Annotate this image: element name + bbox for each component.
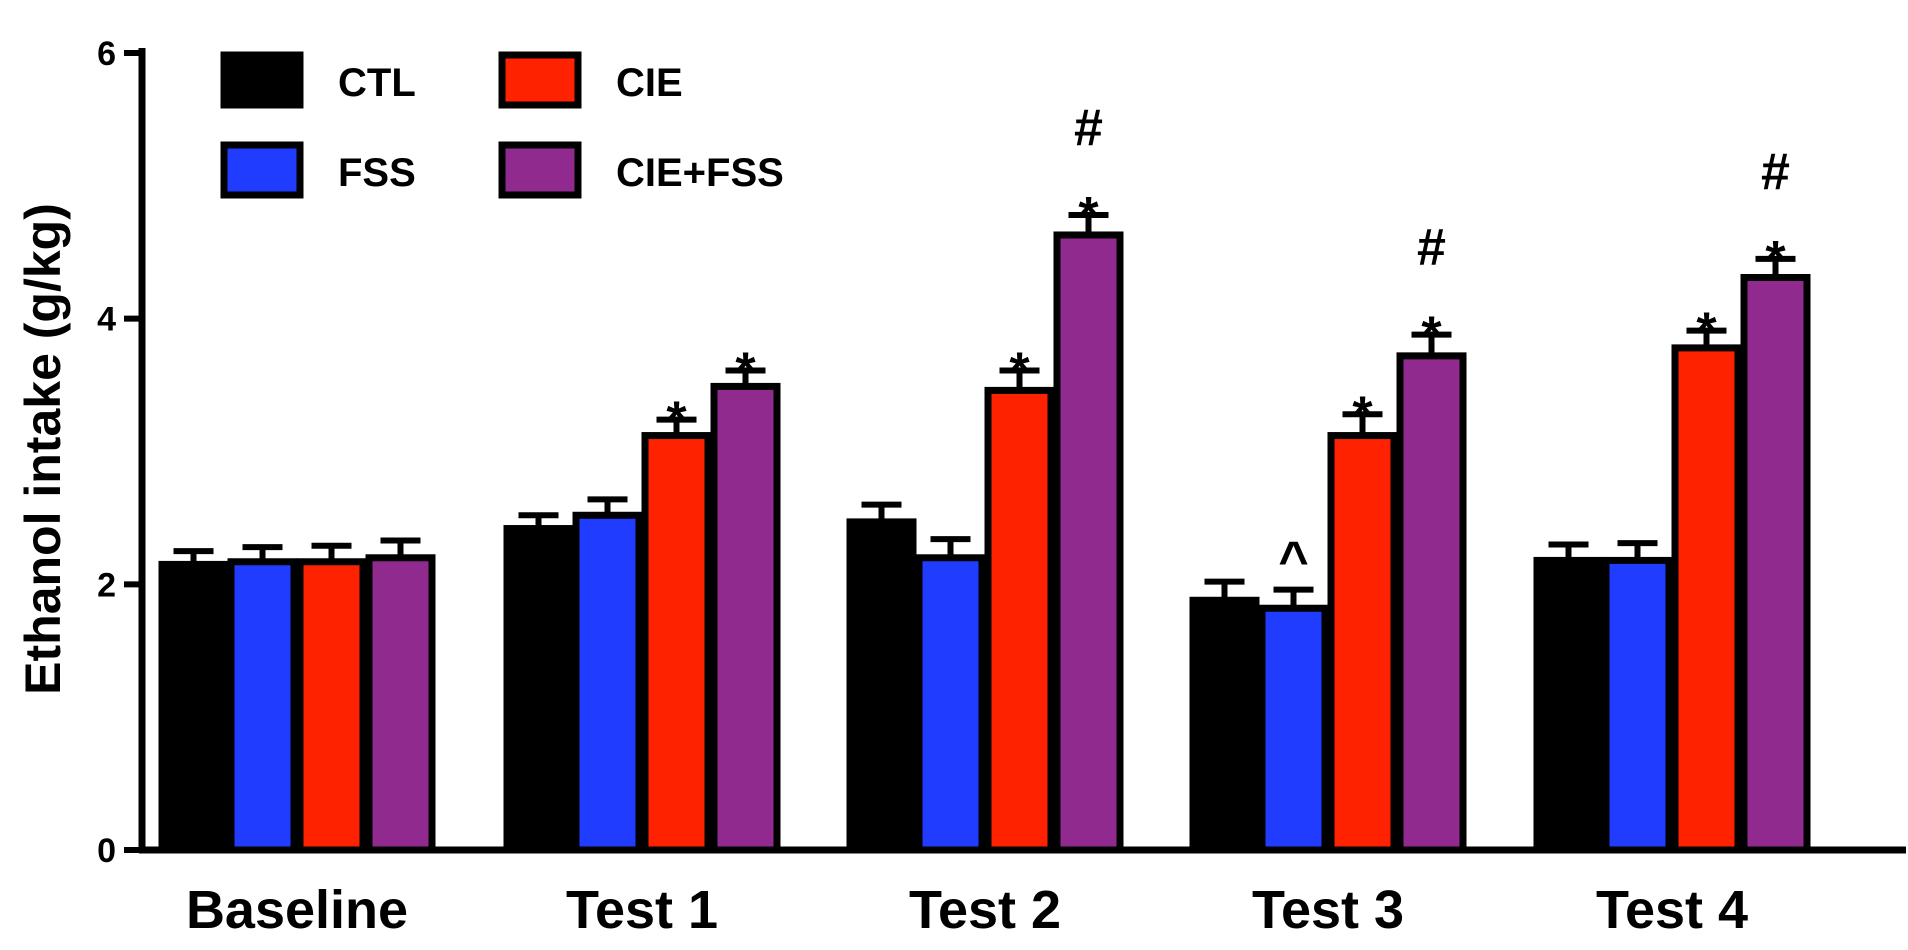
significance-star: * bbox=[1765, 231, 1786, 289]
bar-fss-test-3 bbox=[1258, 604, 1329, 854]
legend-label: CIE+FSS bbox=[616, 151, 784, 195]
bar-cie-test-1 bbox=[641, 432, 712, 854]
bar-cie-fss-test-2 bbox=[1053, 231, 1124, 854]
x-category-label: Test 2 bbox=[909, 880, 1061, 940]
legend-label: CTL bbox=[338, 61, 416, 105]
x-category-label: Test 3 bbox=[1252, 880, 1404, 940]
significance-star: * bbox=[1696, 303, 1717, 361]
bar-cie-fss-baseline bbox=[365, 554, 436, 854]
bar-ctl-test-1 bbox=[503, 525, 574, 854]
bar-cie-test-3 bbox=[1327, 432, 1398, 854]
significance-star: * bbox=[666, 392, 687, 450]
significance-star: * bbox=[1078, 187, 1099, 245]
legend-swatch-cie bbox=[498, 51, 582, 109]
y-tick-label: 0 bbox=[97, 832, 116, 870]
y-tick-label: 6 bbox=[97, 35, 116, 73]
bar-ctl-test-2 bbox=[846, 518, 917, 854]
labels-layer: Baseline * * Test 1 * * # Test 2 ^ * * # Test 3 * * # Te… bbox=[186, 99, 1790, 940]
legend-swatch-fss bbox=[220, 141, 304, 199]
x-category-label: Baseline bbox=[186, 880, 408, 940]
significance-star: * bbox=[735, 342, 756, 400]
bar-fss-test-1 bbox=[572, 511, 643, 854]
significance-caret: ^ bbox=[1278, 532, 1308, 590]
legend-swatch-ctl bbox=[220, 51, 304, 109]
bar-cie-fss-test-4 bbox=[1740, 273, 1811, 854]
significance-star: * bbox=[1352, 386, 1373, 444]
bar-cie-test-2 bbox=[984, 386, 1055, 854]
bar-cie-fss-test-1 bbox=[710, 382, 781, 854]
bar-cie-test-4 bbox=[1671, 344, 1742, 854]
bar-ctl-test-3 bbox=[1189, 596, 1260, 854]
bars-layer bbox=[158, 212, 1811, 854]
significance-star: * bbox=[1421, 307, 1442, 365]
significance-hash: # bbox=[1074, 99, 1103, 157]
y-axis-title: Ethanol intake (g/kg) bbox=[15, 203, 71, 695]
ticks-layer: 0 2 4 6 bbox=[97, 35, 142, 870]
legend-swatch-cie-fss bbox=[498, 141, 582, 199]
bar-cie-baseline bbox=[296, 558, 367, 854]
axes-layer bbox=[138, 48, 1906, 854]
bar-fss-baseline bbox=[227, 558, 298, 854]
bar-fss-test-4 bbox=[1602, 556, 1673, 854]
legend-label: FSS bbox=[338, 151, 416, 195]
legend-label: CIE bbox=[616, 61, 683, 105]
significance-hash: # bbox=[1417, 219, 1446, 277]
bar-ctl-baseline bbox=[158, 560, 229, 854]
x-category-label: Test 1 bbox=[566, 880, 718, 940]
significance-hash: # bbox=[1761, 143, 1790, 201]
y-tick-label: 4 bbox=[97, 301, 116, 339]
bar-ctl-test-4 bbox=[1533, 556, 1604, 854]
x-category-label: Test 4 bbox=[1596, 880, 1748, 940]
y-tick-label: 2 bbox=[97, 566, 116, 604]
legend: CTL FSS CIE CIE+FSS bbox=[220, 51, 784, 199]
bar-cie-fss-test-3 bbox=[1396, 352, 1467, 854]
bar-fss-test-2 bbox=[915, 554, 986, 854]
significance-star: * bbox=[1009, 342, 1030, 400]
